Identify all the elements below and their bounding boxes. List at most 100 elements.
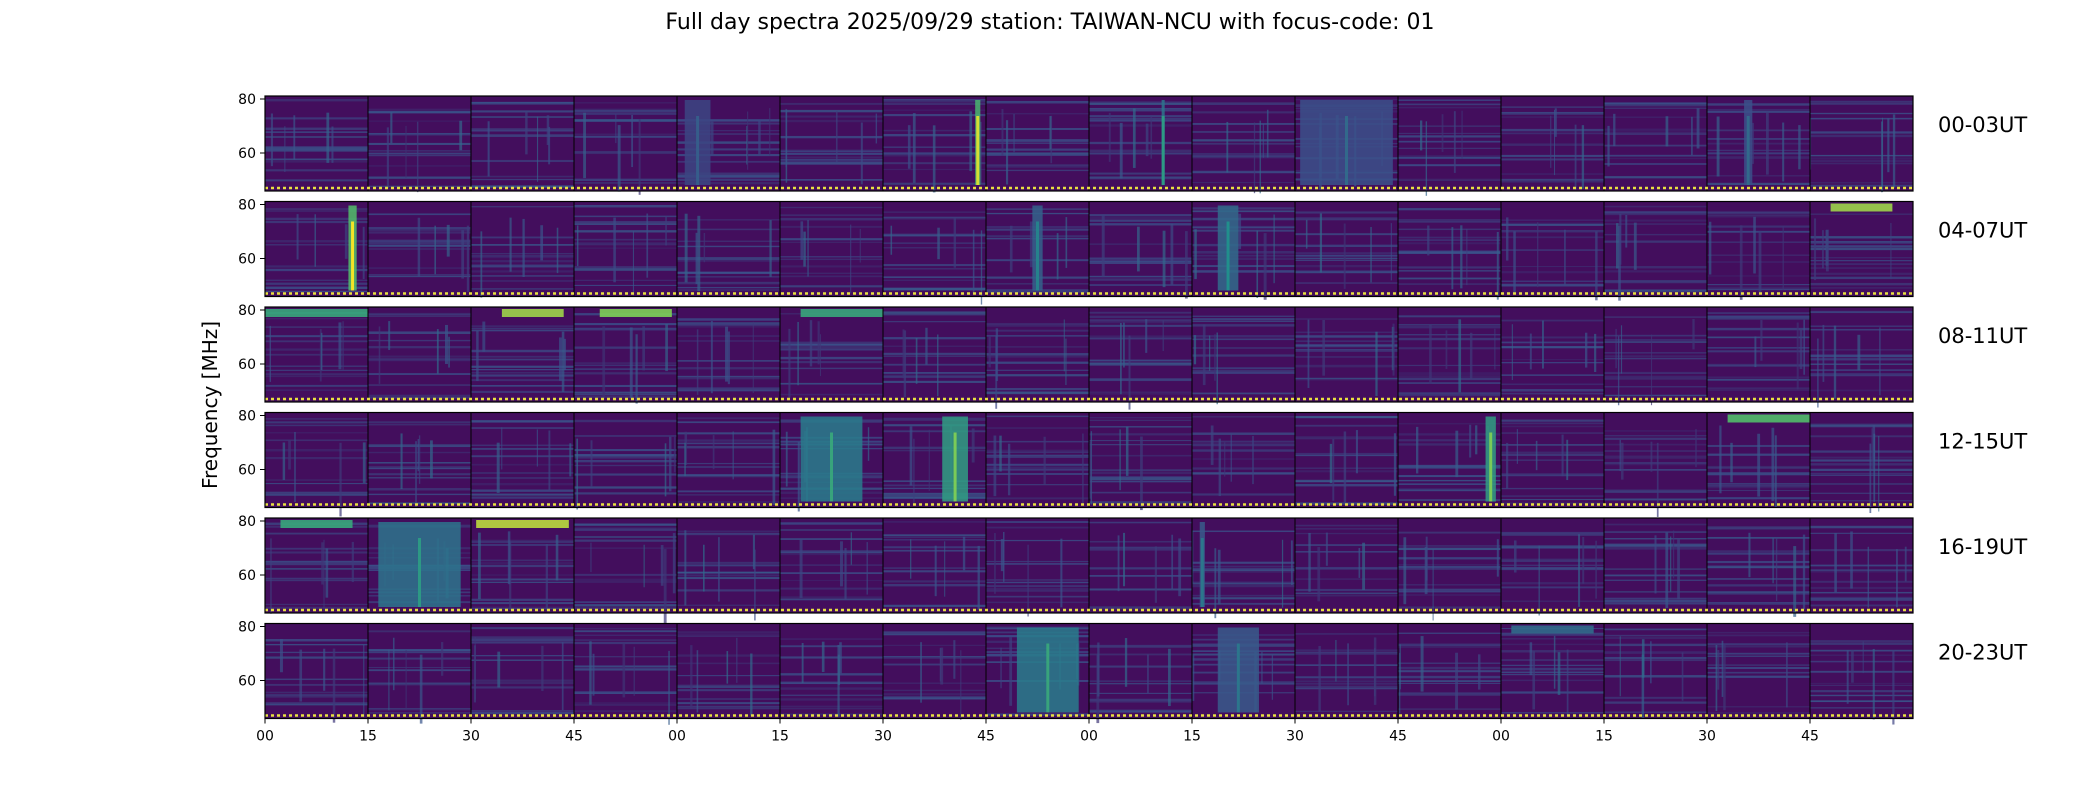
spectrum-streak xyxy=(999,435,1002,472)
spectrum-texture-line xyxy=(780,596,883,599)
spectrum-texture-line xyxy=(677,228,780,231)
spectrum-texture-line xyxy=(1604,675,1707,678)
spectrum-texture-line xyxy=(1501,132,1604,135)
spectrum-texture-line xyxy=(1398,439,1501,442)
spectrum-texture-line xyxy=(677,154,780,157)
spectrum-streak xyxy=(325,548,329,598)
spectrum-streak xyxy=(525,112,528,155)
spectrum-texture-line xyxy=(1089,426,1192,428)
spectrum-panel xyxy=(471,412,574,508)
spectrum-texture-line xyxy=(1604,651,1707,653)
spectrum-streak xyxy=(1392,323,1395,376)
spectrum-texture-line xyxy=(1501,341,1604,344)
spectrum-texture-line xyxy=(1398,239,1501,241)
spectrum-texture-line xyxy=(574,119,677,122)
spectrum-texture-line xyxy=(1295,467,1398,469)
spectrum-texture-line xyxy=(265,568,368,570)
spectrum-texture-line xyxy=(265,244,368,246)
spectrum-texture-line xyxy=(1295,257,1398,260)
spectrum-texture-line xyxy=(1295,682,1398,685)
spectrum-texture-line xyxy=(1192,142,1295,145)
spectrum-texture-line xyxy=(1398,99,1501,101)
spectrum-texture-line xyxy=(677,417,780,420)
spectrum-texture-line xyxy=(1501,432,1604,434)
spectrum-texture-line xyxy=(574,639,677,641)
spectrum-texture-line xyxy=(471,365,574,368)
spectrum-texture-line xyxy=(883,417,986,420)
spectrum-streak xyxy=(703,233,706,263)
spectrum-streak xyxy=(1621,442,1624,480)
spectrum-texture-line xyxy=(1707,318,1810,320)
spectrum-streak xyxy=(1834,533,1837,593)
chart-title: Full day spectra 2025/09/29 station: TAI… xyxy=(665,10,1435,35)
spectrum-texture-line xyxy=(677,466,780,468)
spectrum-texture-line xyxy=(368,355,471,358)
spectrum-texture-line xyxy=(471,129,574,132)
spectrum-texture-line xyxy=(677,271,780,274)
spectrum-texture-line xyxy=(1501,586,1604,589)
spectrum-texture-line xyxy=(1707,347,1810,349)
spectrum-texture-line xyxy=(780,638,883,640)
spectrum-texture-line xyxy=(1810,369,1913,371)
spectrum-texture-line xyxy=(1501,362,1604,364)
spectrum-texture-line xyxy=(883,247,986,249)
spectrum-texture-line xyxy=(780,265,883,268)
spectrum-texture-line xyxy=(1810,134,1913,138)
spectrum-texture-line xyxy=(265,170,368,172)
spectrum-texture-line xyxy=(1398,164,1501,167)
spectrum-texture-line xyxy=(883,431,986,433)
spectrum-texture-line xyxy=(1192,265,1295,268)
spectrum-texture-line xyxy=(1501,116,1604,118)
spectrum-texture-line xyxy=(1810,459,1913,462)
spectrum-texture-line xyxy=(1604,490,1707,493)
spectrum-streak xyxy=(1751,122,1754,164)
spectrum-texture-line xyxy=(1398,147,1501,149)
spectrum-feature xyxy=(265,309,368,317)
spectrum-texture-line xyxy=(1707,182,1810,186)
spectrum-panel xyxy=(1604,307,1707,402)
spectrum-streak xyxy=(1511,324,1513,381)
spectrum-texture-line xyxy=(1501,230,1604,233)
spectrum-streak xyxy=(1455,652,1458,710)
spectrum-feature xyxy=(280,520,353,528)
spectrum-texture-line xyxy=(368,421,471,423)
row-label: 12-15UT xyxy=(1938,430,2027,454)
spectrum-texture-line xyxy=(677,574,780,577)
spectrum-streak xyxy=(912,113,916,183)
spectrum-texture-line xyxy=(1089,177,1192,180)
spectrum-texture-line xyxy=(368,712,471,714)
spectrum-streak xyxy=(548,126,551,165)
spectrum-texture-line xyxy=(883,374,986,377)
spectrum-streak xyxy=(314,214,316,267)
spectrum-texture-line xyxy=(677,240,780,242)
spectrum-streak xyxy=(684,442,686,477)
spectrum-texture-line xyxy=(986,139,1089,142)
spectrum-texture-line xyxy=(986,415,1089,418)
spectrum-texture-line xyxy=(471,448,574,450)
spectrum-texture-line xyxy=(471,710,574,712)
spectrum-texture-line xyxy=(1810,660,1913,663)
spectrum-streak xyxy=(632,231,634,296)
spectrum-texture-line xyxy=(265,136,368,138)
row-frame xyxy=(264,95,1914,192)
spectrum-streak xyxy=(663,549,667,624)
spectrum-streak xyxy=(1782,122,1785,182)
spectrum-texture-line xyxy=(1089,680,1192,683)
spectrum-streak xyxy=(1145,123,1149,157)
spectrum-texture-line xyxy=(1810,707,1913,709)
spectrum-streak xyxy=(1796,322,1799,390)
spectrum-texture-line xyxy=(780,361,883,364)
spectrum-texture-line xyxy=(574,266,677,269)
spectrum-texture-line xyxy=(574,453,677,457)
spectrum-texture-line xyxy=(1192,467,1295,470)
spectrum-texture-line xyxy=(780,356,883,360)
spectrum-texture-line xyxy=(677,245,780,248)
spectrum-texture-line xyxy=(883,487,986,490)
spectrum-texture-line xyxy=(1501,691,1604,694)
spectrum-texture-line xyxy=(677,462,780,465)
spectrum-texture-line xyxy=(1604,233,1707,236)
spectrum-streak xyxy=(1650,334,1653,406)
spectrum-texture-line xyxy=(780,275,883,278)
spectrum-texture-line xyxy=(677,119,780,122)
spectrum-streak xyxy=(1145,319,1148,353)
